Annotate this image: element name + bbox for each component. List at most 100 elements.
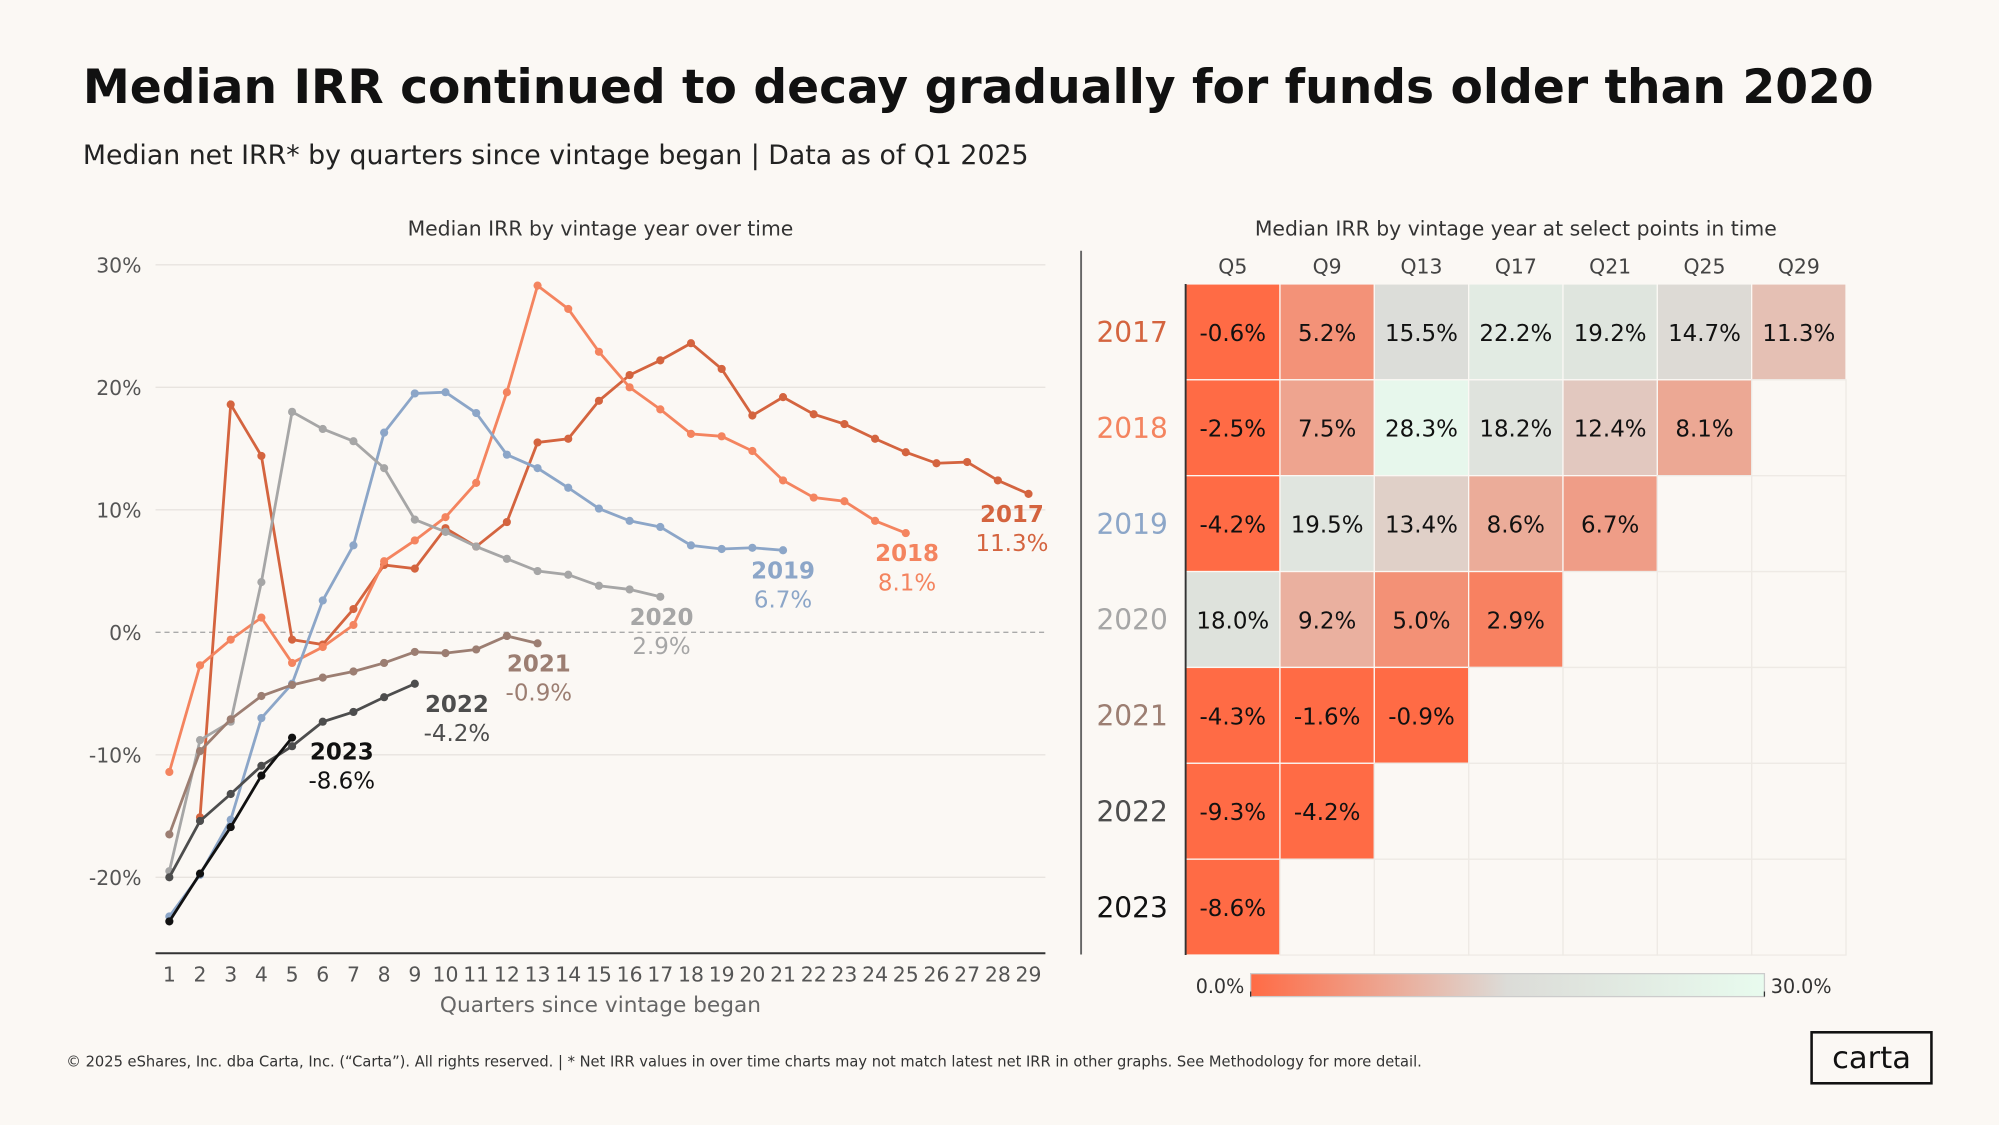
point bbox=[410, 564, 419, 573]
cell bbox=[1279, 379, 1375, 477]
point bbox=[288, 635, 297, 644]
point bbox=[656, 522, 665, 532]
cell-label: -4.3% bbox=[1200, 704, 1267, 730]
cell bbox=[1184, 570, 1281, 669]
x-tick-label: 12 bbox=[494, 962, 520, 986]
point bbox=[533, 281, 542, 290]
point bbox=[502, 554, 511, 563]
cell-label: 15.5% bbox=[1385, 321, 1458, 347]
x-tick-label: 7 bbox=[347, 962, 360, 986]
cell-label: 12.4% bbox=[1574, 417, 1647, 443]
point bbox=[717, 544, 726, 554]
point bbox=[625, 370, 634, 380]
cell bbox=[1562, 475, 1658, 573]
point bbox=[195, 869, 205, 878]
x-tick-label: 16 bbox=[617, 962, 643, 986]
row-label: 2020 bbox=[1096, 604, 1167, 637]
point bbox=[226, 715, 235, 724]
series-label: 2018 bbox=[875, 541, 939, 567]
point bbox=[226, 789, 235, 799]
point bbox=[993, 476, 1002, 485]
row-label: 2023 bbox=[1096, 891, 1167, 924]
y-tick-label: 10% bbox=[96, 498, 141, 522]
series-label: 2017 bbox=[980, 502, 1044, 528]
point bbox=[748, 446, 757, 456]
colorbar-label: 30.0% bbox=[1771, 975, 1832, 998]
point bbox=[195, 816, 205, 826]
x-tick-label: 13 bbox=[525, 962, 551, 986]
x-tick-label: 3 bbox=[224, 962, 237, 986]
cell-label: 19.2% bbox=[1574, 321, 1647, 347]
point bbox=[1024, 489, 1033, 498]
point bbox=[380, 428, 389, 437]
y-tick-label: 30% bbox=[96, 253, 141, 277]
point bbox=[871, 516, 880, 525]
cell-label: 5.2% bbox=[1298, 321, 1356, 347]
point bbox=[748, 543, 757, 552]
point bbox=[594, 347, 604, 356]
point bbox=[410, 515, 419, 524]
point bbox=[165, 873, 174, 882]
y-tick-label: -20% bbox=[89, 866, 142, 890]
cell-label: 8.6% bbox=[1487, 513, 1545, 539]
cell bbox=[1279, 762, 1375, 860]
cell bbox=[1184, 475, 1281, 573]
point bbox=[778, 476, 788, 485]
point bbox=[564, 483, 573, 492]
x-tick-label: 4 bbox=[255, 962, 268, 986]
point bbox=[625, 585, 634, 594]
cell-label: 18.2% bbox=[1479, 417, 1552, 443]
point bbox=[502, 631, 511, 641]
cell-label: 6.7% bbox=[1581, 513, 1639, 539]
point bbox=[257, 771, 266, 780]
x-tick-label: 9 bbox=[408, 962, 421, 986]
point bbox=[809, 493, 818, 502]
end-value-label: 8.1% bbox=[878, 570, 936, 596]
end-value-label: -4.2% bbox=[424, 721, 491, 747]
point bbox=[717, 364, 726, 374]
point bbox=[226, 400, 235, 409]
cell bbox=[1279, 666, 1375, 764]
point bbox=[564, 304, 573, 313]
x-tick-label: 18 bbox=[678, 962, 704, 986]
point bbox=[656, 356, 665, 365]
cell-label: -2.5% bbox=[1200, 417, 1267, 443]
point bbox=[533, 639, 542, 648]
point bbox=[288, 733, 297, 742]
cell-label: 9.2% bbox=[1298, 608, 1356, 634]
cell bbox=[1279, 570, 1375, 669]
point bbox=[502, 388, 511, 397]
point bbox=[840, 419, 849, 429]
y-tick-label: 0% bbox=[109, 621, 141, 645]
point bbox=[257, 713, 266, 723]
end-value-label: 2.9% bbox=[632, 634, 690, 660]
cell bbox=[1373, 475, 1470, 573]
point bbox=[257, 691, 266, 701]
point bbox=[441, 649, 450, 658]
point bbox=[349, 541, 358, 550]
charts: 30%20%10%0%-10%-20%1 2 3 4 5 6 7 8 9 10 11 12 13 14 15… bbox=[89, 253, 1847, 998]
x-tick-label: 15 bbox=[586, 962, 612, 986]
cell bbox=[1373, 283, 1470, 381]
colorbar-label: 0.0% bbox=[1196, 975, 1245, 998]
x-tick-label: 19 bbox=[709, 962, 735, 986]
point bbox=[441, 388, 450, 397]
cell-label: -8.6% bbox=[1200, 896, 1267, 922]
point bbox=[380, 658, 389, 668]
series-label: 2023 bbox=[310, 739, 374, 765]
x-tick-label: 29 bbox=[1016, 962, 1042, 986]
cell-label: 5.0% bbox=[1392, 608, 1450, 634]
column-header: Q5 bbox=[1218, 255, 1247, 279]
series-label: 2019 bbox=[751, 558, 815, 584]
row-label: 2022 bbox=[1096, 795, 1167, 828]
cell-label: 11.3% bbox=[1762, 321, 1835, 347]
point bbox=[441, 513, 450, 522]
point bbox=[165, 917, 174, 926]
point bbox=[686, 541, 696, 550]
y-tick-label: 20% bbox=[96, 376, 141, 400]
point bbox=[318, 673, 327, 682]
cell-label: -4.2% bbox=[1200, 513, 1267, 539]
x-tick-label: 11 bbox=[463, 962, 489, 986]
cell-label: 14.7% bbox=[1668, 321, 1741, 347]
